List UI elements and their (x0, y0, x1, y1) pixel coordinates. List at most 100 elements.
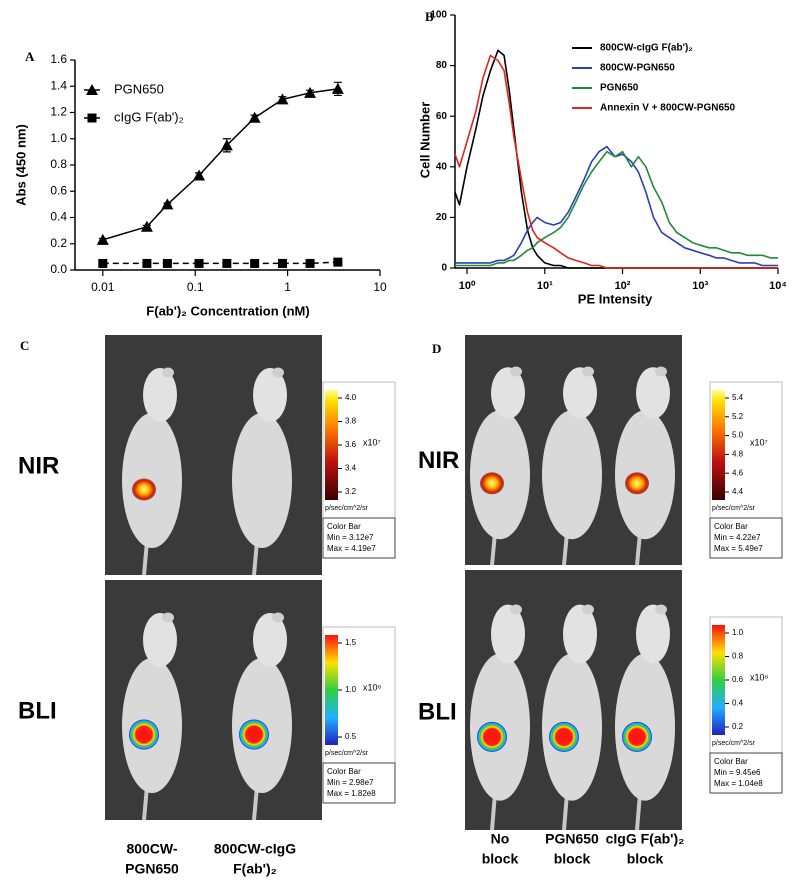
colorbar-tick-label: 1.0 (732, 628, 744, 637)
colorbar-info: Max = 4.19e7 (327, 544, 376, 553)
colorbar-info: Min = 4.22e7 (714, 533, 761, 542)
mouse-body (232, 413, 292, 548)
y-tick-label: 80 (436, 60, 448, 71)
column-label: block (554, 851, 591, 867)
marker (86, 84, 98, 95)
x-axis-label: PE Intensity (578, 291, 653, 306)
colorbar-unit: p/sec/cm^2/sr (712, 505, 756, 512)
y-tick-label: 0.0 (50, 262, 67, 276)
tail (490, 532, 497, 566)
marker (87, 113, 97, 123)
colorbar-info-box (709, 517, 783, 559)
marker (142, 258, 152, 268)
y-tick-label: 1.0 (50, 131, 67, 145)
series-line (454, 54, 778, 269)
colorbar-info: Min = 3.12e7 (327, 533, 374, 542)
signal-spot (622, 721, 652, 752)
x-axis-label: F(ab')₂ Concentration (nM) (146, 303, 309, 318)
colorbar-info: Color Bar (327, 522, 361, 531)
mouse-image (615, 604, 675, 831)
mouse-head (491, 604, 525, 664)
marker (161, 198, 174, 210)
row-label: BLI (418, 698, 457, 725)
row-label: NIR (18, 452, 59, 479)
signal-spot (480, 472, 504, 495)
y-tick-label: 1.4 (50, 78, 67, 92)
column-label: PGN650 (545, 831, 599, 847)
colorbar-tick-label: 4.8 (732, 450, 744, 459)
column-label: 800CW- (126, 841, 177, 857)
y-axis-label: Cell Number (417, 102, 432, 179)
mouse-head (636, 367, 670, 419)
mouse-image (470, 366, 530, 566)
colorbar-tick-label: 1.5 (345, 638, 357, 647)
colorbar-info: Max = 5.49e7 (714, 544, 763, 553)
mouse-head (563, 604, 597, 664)
y-tick-label: 20 (436, 212, 448, 223)
y-tick-label: 40 (436, 161, 448, 172)
marker (98, 258, 108, 268)
colorbar (325, 390, 338, 500)
mouse-head (143, 368, 177, 422)
colorbar-info: Min = 9.45e6 (714, 768, 761, 777)
y-tick-label: 0.8 (50, 157, 67, 171)
colorbar-tick-label: 4.4 (732, 487, 744, 496)
mouse-body (470, 410, 530, 540)
mouse-image (232, 367, 292, 576)
legend-label: 800CW-cIgG F(ab')₂ (600, 43, 693, 54)
mouse-body (615, 410, 675, 540)
x-tick-label: 10⁴ (769, 280, 787, 292)
panel-letter: D (432, 341, 441, 356)
mouse-head (636, 604, 670, 664)
x-tick-label: 0.1 (187, 280, 204, 294)
mouse-head (563, 367, 597, 419)
signal-spot (129, 719, 159, 750)
colorbar-info: Min = 2.98e7 (327, 778, 374, 787)
mouse-ear (655, 366, 667, 377)
marker (220, 139, 233, 151)
colorbar-tick-label: 0.2 (732, 722, 744, 731)
tail (142, 786, 149, 821)
panel-letter: A (25, 49, 35, 64)
mouse-image (542, 366, 602, 566)
colorbar-unit: p/sec/cm^2/sr (325, 750, 369, 757)
signal-spot (625, 472, 649, 495)
colorbar-tick-label: 3.4 (345, 464, 357, 473)
mouse-ear (510, 604, 522, 615)
mouse-image (615, 366, 675, 566)
signal-spot (477, 721, 507, 752)
signal-spot (239, 719, 269, 750)
mouse-ear (510, 366, 522, 377)
y-tick-label: 100 (430, 10, 447, 21)
colorbar-tick-label: 0.4 (732, 699, 744, 708)
column-label: 800CW-cIgG (214, 841, 296, 857)
tail (490, 793, 497, 831)
colorbar-info: Max = 1.82e8 (327, 789, 376, 798)
legend-label: PGN650 (114, 81, 164, 96)
column-label: PGN650 (125, 861, 179, 877)
tail (562, 532, 569, 566)
mouse-body (122, 413, 182, 548)
colorbar-tick-label: 3.2 (345, 487, 357, 496)
colorbar-info-box (322, 762, 396, 804)
colorbar-info: Color Bar (714, 522, 748, 531)
colorbar-tick-label: 5.4 (732, 393, 744, 402)
y-axis-label: Abs (450 nm) (13, 124, 28, 206)
signal-spot (132, 478, 156, 501)
y-tick-label: 60 (436, 111, 448, 122)
tail (635, 532, 642, 566)
marker (162, 258, 172, 268)
series-line (455, 150, 778, 267)
colorbar-unit: p/sec/cm^2/sr (325, 505, 369, 512)
marker (333, 257, 343, 267)
colorbar-unit: p/sec/cm^2/sr (712, 740, 756, 747)
colorbar-info: Color Bar (714, 757, 748, 766)
signal-spot (549, 721, 579, 752)
marker (96, 233, 109, 245)
mouse-head (491, 367, 525, 419)
marker (140, 220, 153, 232)
mouse-image (470, 604, 530, 831)
mouse-image (542, 604, 602, 831)
colorbar-info-box (709, 752, 783, 794)
